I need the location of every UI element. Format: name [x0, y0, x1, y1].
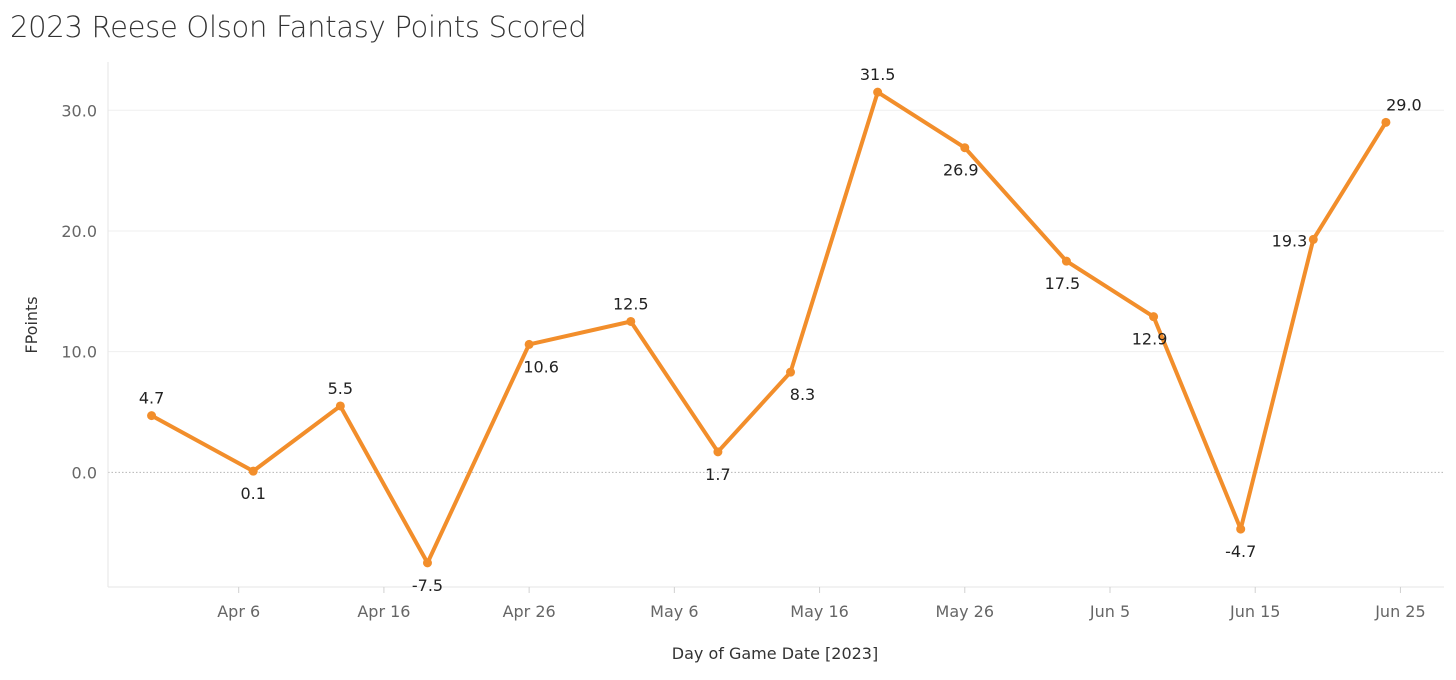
data-point — [524, 339, 534, 349]
data-label: 1.7 — [705, 465, 730, 484]
series-layer — [147, 87, 1391, 568]
data-point — [248, 466, 258, 476]
data-label: 0.1 — [240, 484, 265, 503]
data-point — [1149, 312, 1159, 322]
y-tick-label: 30.0 — [61, 101, 97, 120]
x-tick-label: May 6 — [650, 602, 698, 621]
y-tick-label: 20.0 — [61, 222, 97, 241]
data-label: 4.7 — [139, 389, 164, 408]
data-label: 10.6 — [523, 357, 559, 376]
data-point — [960, 143, 970, 153]
data-label: 8.3 — [790, 385, 815, 404]
series-line — [149, 90, 1388, 565]
data-label: 26.9 — [943, 161, 979, 180]
data-label: 19.3 — [1272, 231, 1308, 250]
axis-layer: 0.0 10.0 20.0 30.0 Apr 6 Apr 16 Apr 26 May 6 May… — [61, 62, 1444, 621]
x-tick-label: Jun 5 — [1089, 602, 1130, 621]
data-label: 31.5 — [860, 65, 896, 84]
x-tick-label: May 26 — [936, 602, 995, 621]
y-axis-title: FPoints — [22, 296, 41, 353]
data-label: 12.9 — [1132, 330, 1168, 349]
data-point — [786, 367, 796, 377]
x-tick-label: Jun 15 — [1229, 602, 1280, 621]
chart-title: 2023 Reese Olson Fantasy Points Scored — [10, 10, 587, 44]
data-point — [873, 87, 883, 97]
data-point — [1236, 524, 1246, 534]
grid-layer — [108, 109, 1444, 473]
data-point — [147, 411, 157, 421]
data-label: 29.0 — [1386, 95, 1422, 114]
data-label: 5.5 — [328, 379, 353, 398]
data-point — [1061, 256, 1071, 266]
data-point — [1308, 234, 1318, 244]
data-point — [1381, 117, 1391, 127]
y-tick-label: 10.0 — [61, 343, 97, 362]
data-label-layer: 4.7 0.1 5.5 -7.5 10.6 12.5 1.7 8.3 31.5 26.9 17.5 1… — [139, 65, 1422, 595]
y-tick-label: 0.0 — [72, 463, 97, 482]
x-tick-label: Apr 16 — [357, 602, 410, 621]
x-tick-label: Apr 6 — [217, 602, 260, 621]
data-label: -7.5 — [412, 576, 443, 595]
x-tick-label: Jun 25 — [1374, 602, 1425, 621]
x-tick-label: Apr 26 — [503, 602, 556, 621]
data-point — [626, 316, 636, 326]
data-point — [335, 401, 345, 411]
data-point — [713, 447, 723, 457]
x-axis-title: Day of Game Date [2023] — [672, 644, 878, 663]
data-label: -4.7 — [1225, 542, 1256, 561]
data-label: 12.5 — [613, 294, 649, 313]
data-point — [422, 558, 432, 568]
data-label: 17.5 — [1045, 274, 1081, 293]
x-tick-label: May 16 — [790, 602, 849, 621]
